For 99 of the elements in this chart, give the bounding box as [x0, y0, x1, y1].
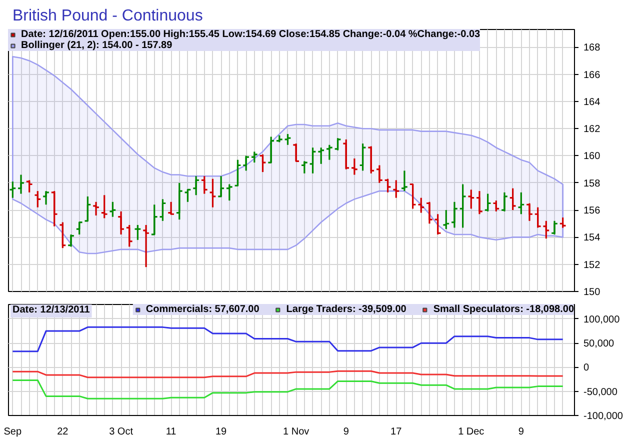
x-tick-label: 22: [57, 426, 69, 438]
y-tick-label: 152: [584, 260, 601, 271]
x-tick-label: Sep: [4, 426, 22, 438]
x-tick-label: 17: [390, 426, 402, 438]
candlestick: [176, 182, 184, 220]
candlestick: [34, 190, 42, 208]
candlestick: [126, 224, 134, 248]
candlestick: [509, 188, 517, 211]
candlestick: [450, 201, 458, 228]
candlestick: [492, 200, 500, 212]
candlestick: [500, 192, 508, 212]
candlestick: [267, 136, 275, 164]
candlestick: [150, 204, 158, 236]
candlestick: [158, 198, 166, 222]
candlestick: [84, 196, 92, 222]
y-tick-label: 100,000: [584, 314, 620, 326]
candlestick: [42, 190, 50, 206]
candlestick: [226, 183, 234, 202]
candlestick: [67, 234, 75, 248]
legend-label: Large Traders: -39,509.00: [286, 304, 406, 315]
candlestick: [117, 210, 125, 236]
candlestick: [26, 179, 34, 194]
candlestick: [559, 216, 567, 229]
candlestick: [376, 164, 384, 184]
candlestick: [50, 190, 58, 228]
y-tick-label: 156: [584, 206, 601, 217]
candlestick: [476, 190, 484, 215]
candlestick: [526, 202, 534, 222]
candlestick: [334, 137, 342, 152]
candlestick: [100, 194, 108, 219]
candlestick: [392, 179, 400, 199]
candlestick: [534, 206, 542, 228]
x-tick-label: 9: [343, 426, 350, 438]
candlestick: [300, 160, 308, 174]
y-tick-label: 158: [584, 178, 601, 190]
candlestick: [317, 146, 325, 165]
x-tick-label: 3 Oct: [109, 426, 134, 438]
legend-label: Small Speculators: -18,098.00: [433, 304, 574, 315]
candlestick: [426, 201, 434, 224]
y-tick-label: -50,000: [584, 386, 618, 398]
candlestick: [167, 201, 175, 215]
candlestick: [359, 142, 366, 172]
candlestick: [384, 178, 392, 194]
candlestick: [17, 174, 25, 195]
y-tick-label: 168: [584, 42, 601, 54]
candlestick: [242, 154, 250, 172]
y-tick-label: 160: [584, 151, 601, 162]
y-tick-label: 50,000: [584, 338, 615, 350]
candlestick: [209, 178, 216, 208]
candlestick: [217, 175, 225, 198]
y-tick-label: 164: [584, 96, 601, 108]
y-tick-label: 150: [584, 287, 601, 298]
candlestick: [108, 201, 116, 218]
candlestick: [259, 154, 266, 173]
candlestick: [442, 209, 450, 230]
y-tick-label: 166: [584, 70, 601, 81]
candlestick: [542, 220, 550, 240]
candlestick: [467, 188, 475, 210]
candlestick: [400, 170, 408, 192]
candlestick: [350, 158, 358, 176]
candlestick: [517, 192, 525, 215]
y-tick-label: 162: [584, 124, 601, 136]
candlestick: [326, 144, 334, 161]
x-tick-label: 1 Nov: [283, 426, 310, 438]
line-series: [12, 370, 564, 378]
x-tick-label: 9: [518, 426, 524, 438]
candlestick: [284, 133, 292, 146]
line-series: [12, 326, 564, 352]
x-tick-label: 11: [166, 426, 177, 438]
candlestick: [142, 224, 150, 268]
line-series: [12, 380, 564, 400]
candlestick: [292, 142, 300, 162]
candlestick: [58, 221, 66, 249]
candlestick: [76, 221, 84, 236]
x-tick-label: 1 Dec: [458, 426, 484, 438]
candlestick: [417, 197, 425, 214]
candlestick: [409, 183, 417, 210]
legend-label: Bollinger (21, 2): 154.00 - 157.89: [21, 40, 172, 51]
legend-label: Commercials: 57,607.00: [146, 304, 260, 315]
candlestick: [342, 138, 350, 170]
candlestick: [459, 183, 467, 228]
candlestick: [234, 159, 242, 186]
chart-title: British Pound - Continuous: [12, 8, 203, 24]
candlestick: [92, 201, 100, 216]
candlestick: [250, 150, 258, 164]
candlestick: [484, 192, 492, 212]
candlestick: [309, 146, 316, 174]
legend-title: Date: 12/13/2011: [12, 304, 90, 316]
candlestick: [367, 145, 375, 174]
x-tick-label: 19: [216, 426, 228, 438]
candlestick: [192, 175, 200, 196]
candlestick: [200, 175, 208, 195]
y-tick-label: 0: [584, 362, 590, 374]
candlestick: [8, 180, 16, 199]
y-tick-label: -100,000: [584, 411, 624, 422]
legend-label: Date: 12/16/2011 Open:155.00 High:155.45 Low:154.69 Close:154.85 Change:-0.04 %Change:-0.03: [21, 29, 480, 40]
candlestick: [434, 213, 442, 236]
y-tick-label: 154: [584, 232, 601, 244]
candlestick: [550, 220, 558, 236]
